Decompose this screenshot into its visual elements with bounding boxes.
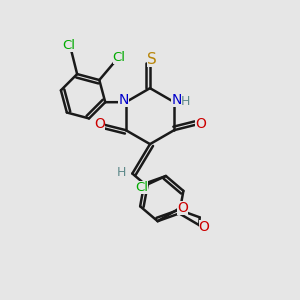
Text: O: O xyxy=(177,201,188,215)
Text: Cl: Cl xyxy=(62,39,75,52)
Text: Cl: Cl xyxy=(135,181,148,194)
Text: H: H xyxy=(116,167,126,179)
Text: Cl: Cl xyxy=(112,51,125,64)
Text: O: O xyxy=(94,117,105,131)
Text: S: S xyxy=(147,52,156,67)
Text: H: H xyxy=(181,95,190,108)
Text: O: O xyxy=(199,220,209,234)
Text: N: N xyxy=(171,93,182,107)
Text: O: O xyxy=(195,117,206,131)
Text: N: N xyxy=(118,93,129,107)
